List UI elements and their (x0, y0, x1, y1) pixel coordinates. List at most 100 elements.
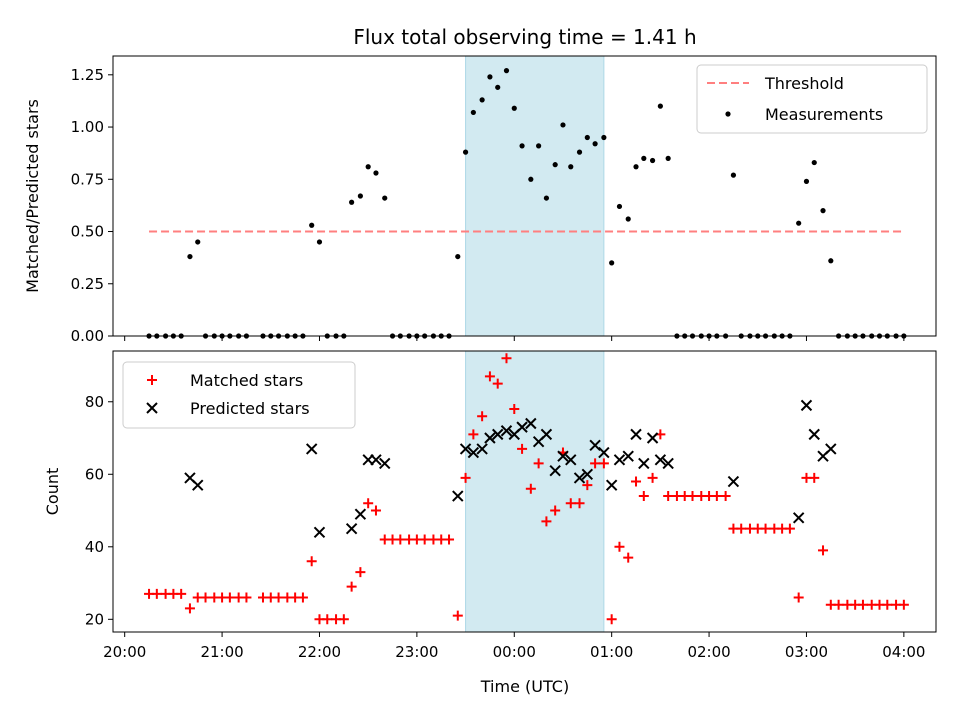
data-point (540, 428, 553, 441)
legend-predicted-swatch (146, 402, 158, 414)
data-point (638, 457, 650, 470)
data-point (606, 614, 617, 625)
data-point (459, 443, 472, 455)
data-point (187, 253, 193, 260)
data-point (630, 428, 642, 441)
data-point (898, 599, 909, 610)
data-point (345, 522, 358, 535)
data-point (477, 411, 488, 422)
data-point (460, 472, 471, 483)
data-point (622, 450, 634, 462)
y-tick-label: 0.25 (71, 275, 104, 293)
data-point (349, 199, 355, 205)
data-point (800, 399, 813, 412)
data-point (455, 253, 461, 260)
data-point (492, 378, 503, 389)
data-point (470, 109, 476, 116)
data-point (641, 155, 647, 161)
data-point (828, 258, 834, 264)
data-point (663, 491, 674, 502)
data-point (525, 483, 536, 494)
data-point (176, 588, 187, 599)
plot-frame (112, 350, 937, 633)
data-point (224, 592, 235, 603)
data-point (184, 603, 195, 614)
x-tick-label: 20:00 (103, 643, 146, 661)
legend-threshold-label: Threshold (764, 74, 844, 93)
data-point (533, 458, 544, 469)
legend-box (696, 64, 928, 134)
data-point (549, 464, 561, 477)
data-point (631, 476, 642, 487)
data-point (322, 614, 333, 625)
y-tick-label: 1.25 (71, 66, 104, 84)
data-point (662, 457, 674, 470)
data-point (365, 164, 371, 170)
data-point (479, 97, 485, 103)
x-tick-label: 00:00 (493, 643, 536, 661)
series-1 (184, 399, 837, 538)
data-point (525, 417, 537, 430)
y-tick-label: 0.50 (71, 223, 104, 241)
data-point (241, 592, 252, 603)
data-point (649, 157, 656, 164)
data-point (647, 472, 658, 483)
data-point (565, 498, 576, 509)
data-point (192, 479, 204, 491)
data-point (623, 552, 634, 563)
series-0 (144, 353, 909, 625)
legend-matched-swatch (147, 375, 157, 385)
data-point (711, 491, 722, 502)
data-point (687, 491, 698, 502)
data-point (357, 193, 363, 199)
data-point (316, 239, 323, 245)
data-point (354, 508, 367, 520)
data-point (306, 556, 317, 567)
data-point (808, 428, 820, 441)
data-point (609, 260, 615, 266)
data-point (200, 592, 211, 603)
legend-matched-label: Matched stars (190, 371, 303, 390)
data-point (495, 84, 501, 90)
data-point (519, 143, 525, 149)
data-point (501, 353, 512, 364)
data-point (574, 498, 585, 509)
legend-measurements-swatch (725, 111, 731, 117)
data-point (654, 454, 667, 466)
data-point (528, 176, 534, 182)
y-axis-title: Matched/Predicted stars (23, 99, 42, 293)
data-point (355, 567, 366, 578)
top-panel: 0.00 0.25 0.50 0.75 1.00 1.25 Matched/Predicte… (23, 55, 937, 345)
x-axis-title: Time (UTC) (480, 677, 569, 696)
data-point (581, 468, 594, 480)
data-point (379, 457, 391, 470)
data-point (573, 472, 586, 484)
data-point (517, 443, 528, 454)
data-point (419, 534, 430, 545)
data-point (784, 523, 795, 534)
data-point (503, 68, 510, 74)
data-point (452, 490, 464, 502)
data-point (313, 526, 326, 538)
data-point (657, 103, 663, 109)
y-tick-label: 40 (85, 538, 104, 556)
data-point (736, 523, 747, 534)
data-point (638, 491, 649, 502)
data-point (487, 74, 493, 80)
data-point (511, 105, 517, 111)
data-point (665, 155, 671, 161)
data-point (541, 516, 552, 527)
data-point (605, 479, 618, 491)
data-point (565, 454, 577, 466)
data-point (492, 428, 504, 441)
data-point (613, 454, 626, 466)
legend-box (122, 361, 356, 429)
y-axis-title: Count (43, 468, 62, 516)
data-point (543, 195, 550, 201)
data-point (633, 164, 639, 170)
data-point (444, 534, 455, 545)
data-point (792, 512, 805, 524)
data-point (576, 149, 583, 155)
data-point (484, 432, 496, 444)
data-point (616, 203, 623, 210)
